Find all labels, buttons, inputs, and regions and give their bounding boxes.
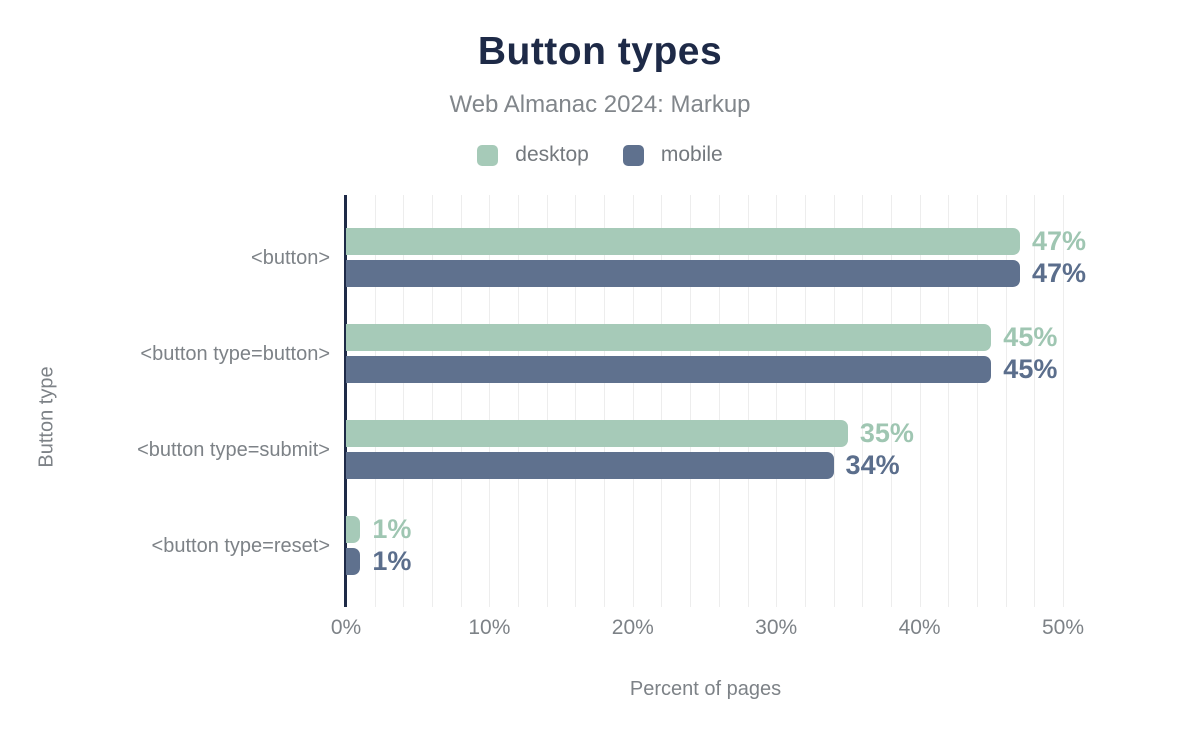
bar-desktop-2 (346, 420, 848, 447)
gridline (747, 195, 749, 607)
bar-value-desktop-2: 35% (859, 418, 914, 448)
x-tick-20: 20% (611, 616, 654, 639)
gridline (489, 195, 491, 607)
bar-mobile-3 (346, 548, 361, 575)
category-label-2: <button type=submit> (137, 439, 330, 461)
gridline (919, 195, 921, 607)
gridline (948, 195, 950, 607)
x-tick-0: 0% (330, 616, 362, 639)
legend-swatch-desktop (477, 144, 499, 166)
gridline (632, 195, 634, 607)
x-axis-title: Percent of pages (629, 678, 782, 700)
bar-value-mobile-3: 1% (372, 546, 412, 576)
legend-label: desktop (515, 143, 589, 166)
gridline (460, 195, 462, 607)
bar-desktop-0 (346, 228, 1020, 255)
category-label-1: <button type=button> (140, 343, 330, 365)
bar-desktop-3 (346, 516, 361, 543)
bar-mobile-0 (346, 260, 1020, 287)
gridline (776, 195, 778, 607)
bar-value-mobile-2: 34% (845, 450, 900, 480)
y-axis-line (344, 195, 347, 607)
gridline (403, 195, 405, 607)
gridline (690, 195, 692, 607)
legend: desktop mobile (0, 143, 1200, 167)
x-tick-30: 30% (755, 616, 798, 639)
chart-title: Button types (477, 30, 723, 73)
gridline (374, 195, 376, 607)
bar-value-desktop-0: 47% (1031, 226, 1087, 256)
gridline (1005, 195, 1007, 607)
gridline (1034, 195, 1036, 607)
gridline (1063, 195, 1064, 607)
category-label-0: <button> (251, 247, 330, 269)
bar-value-mobile-0: 47% (1031, 258, 1087, 288)
gridline (518, 195, 520, 607)
gridline (432, 195, 434, 607)
x-tick-50: 50% (1041, 616, 1085, 639)
category-label-3: <button type=reset> (151, 535, 330, 557)
legend-item-desktop: desktop (477, 143, 589, 167)
bar-mobile-2 (346, 452, 834, 479)
gridline (718, 195, 720, 607)
chart-subtitle: Web Almanac 2024: Markup (449, 91, 751, 118)
gridline (890, 195, 892, 607)
bar-desktop-1 (346, 324, 992, 351)
gridline (862, 195, 864, 607)
legend-swatch-mobile (622, 144, 644, 166)
x-tick-40: 40% (898, 616, 941, 639)
gridline (976, 195, 978, 607)
gridline (804, 195, 806, 607)
gridline (833, 195, 835, 607)
plot-area: 47% 45% 35% 1% 47% 45% 34% 1% (344, 195, 1086, 607)
bar-mobile-1 (346, 356, 992, 383)
bar-value-desktop-3: 1% (372, 514, 412, 544)
gridline (575, 195, 577, 607)
gridline (604, 195, 606, 607)
x-tick-10: 10% (468, 616, 511, 639)
bar-value-mobile-1: 45% (1003, 354, 1058, 384)
bar-value-desktop-1: 45% (1003, 322, 1058, 352)
gridline (661, 195, 663, 607)
gridline (546, 195, 548, 607)
legend-label: mobile (660, 143, 723, 166)
legend-item-mobile: mobile (622, 143, 723, 167)
